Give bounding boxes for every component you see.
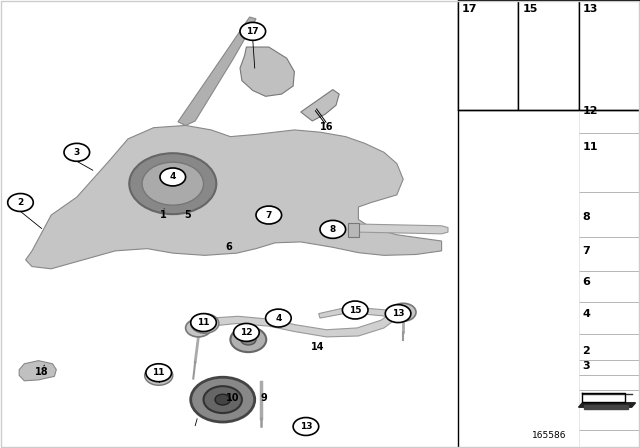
Circle shape	[191, 314, 216, 332]
Text: 14: 14	[311, 342, 325, 352]
Bar	[458, 0, 640, 448]
Text: 4: 4	[275, 314, 282, 323]
Circle shape	[186, 319, 211, 337]
Circle shape	[241, 334, 256, 345]
Text: 11: 11	[197, 318, 210, 327]
Bar	[348, 223, 359, 237]
Text: 2: 2	[17, 198, 24, 207]
Text: 7: 7	[582, 246, 590, 256]
Text: 13: 13	[300, 422, 312, 431]
Polygon shape	[579, 403, 636, 407]
Text: 6: 6	[582, 277, 590, 287]
Text: 4: 4	[170, 172, 176, 181]
Polygon shape	[319, 307, 400, 319]
Polygon shape	[189, 306, 406, 337]
Circle shape	[293, 418, 319, 435]
Text: 7: 7	[266, 211, 272, 220]
Text: 18: 18	[35, 367, 49, 377]
Text: 1: 1	[160, 210, 166, 220]
Text: 11: 11	[582, 142, 598, 152]
Polygon shape	[26, 125, 442, 269]
Text: 17: 17	[246, 27, 259, 36]
Bar	[579, 0, 640, 110]
Text: 12: 12	[240, 328, 253, 337]
Text: 13: 13	[392, 309, 404, 318]
Circle shape	[256, 206, 282, 224]
Circle shape	[142, 162, 204, 205]
Text: 8: 8	[582, 212, 590, 222]
Circle shape	[266, 309, 291, 327]
Circle shape	[160, 168, 186, 186]
Text: 15: 15	[522, 4, 538, 14]
Text: 17: 17	[461, 4, 477, 14]
Polygon shape	[356, 224, 448, 234]
Circle shape	[240, 22, 266, 40]
Text: 5: 5	[184, 210, 191, 220]
Circle shape	[146, 364, 172, 382]
Circle shape	[129, 153, 216, 214]
Text: 16: 16	[319, 122, 333, 132]
Text: 3: 3	[74, 148, 80, 157]
Text: 3: 3	[582, 361, 590, 371]
Text: 13: 13	[583, 4, 598, 14]
Bar	[458, 0, 518, 110]
Text: 6: 6	[226, 242, 232, 252]
Text: 165586: 165586	[532, 431, 566, 440]
Circle shape	[320, 220, 346, 238]
Text: 15: 15	[349, 306, 362, 314]
Polygon shape	[240, 47, 294, 96]
Text: 8: 8	[330, 225, 336, 234]
Polygon shape	[178, 17, 256, 125]
Circle shape	[234, 323, 259, 341]
Circle shape	[204, 386, 242, 413]
Text: 2: 2	[582, 346, 590, 356]
Circle shape	[191, 314, 219, 333]
Text: 10: 10	[225, 393, 239, 403]
Text: 4: 4	[582, 309, 590, 319]
Circle shape	[145, 366, 173, 385]
Circle shape	[342, 301, 368, 319]
Polygon shape	[19, 361, 56, 381]
Bar	[518, 0, 579, 110]
Polygon shape	[584, 405, 628, 409]
Polygon shape	[301, 90, 339, 121]
Circle shape	[64, 143, 90, 161]
Circle shape	[215, 394, 230, 405]
Text: 9: 9	[260, 393, 267, 403]
Circle shape	[385, 305, 411, 323]
Circle shape	[230, 327, 266, 352]
Text: 11: 11	[152, 368, 165, 377]
Circle shape	[191, 377, 255, 422]
Circle shape	[8, 194, 33, 211]
Circle shape	[390, 303, 416, 321]
Text: 12: 12	[582, 106, 598, 116]
